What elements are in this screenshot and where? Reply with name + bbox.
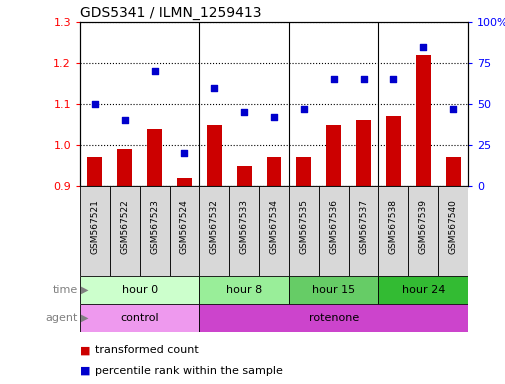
Text: GSM567522: GSM567522 [120, 200, 129, 254]
Bar [87, 157, 102, 186]
Bar [378, 276, 467, 304]
Text: rotenone: rotenone [308, 313, 358, 323]
Point [210, 84, 218, 91]
Point [329, 76, 337, 83]
Text: GSM567524: GSM567524 [180, 200, 188, 254]
Bar [288, 276, 378, 304]
Point [388, 76, 396, 83]
Bar [266, 157, 281, 186]
Bar [415, 55, 430, 186]
Bar [80, 276, 199, 304]
Text: GSM567534: GSM567534 [269, 200, 278, 254]
Bar [117, 149, 132, 186]
Bar [80, 186, 110, 276]
Bar [378, 186, 408, 276]
Bar [147, 129, 162, 186]
Text: GSM567540: GSM567540 [448, 200, 457, 254]
Point [121, 118, 129, 124]
Point [91, 101, 99, 107]
Bar [408, 186, 437, 276]
Bar [356, 121, 370, 186]
Bar [236, 166, 251, 186]
Point [270, 114, 278, 120]
Text: ■: ■ [80, 366, 94, 376]
Text: GSM567538: GSM567538 [388, 200, 397, 255]
Bar [207, 124, 221, 186]
Bar [348, 186, 378, 276]
Bar [177, 178, 191, 186]
Point [359, 76, 367, 83]
Point [299, 106, 307, 112]
Text: GSM567537: GSM567537 [359, 200, 367, 255]
Text: hour 8: hour 8 [226, 285, 262, 295]
Bar [199, 186, 229, 276]
Bar [326, 124, 340, 186]
Text: GSM567521: GSM567521 [90, 200, 99, 254]
Bar [199, 304, 467, 332]
Text: ▶: ▶ [81, 285, 88, 295]
Text: agent: agent [45, 313, 78, 323]
Text: ■: ■ [80, 345, 94, 355]
Text: control: control [120, 313, 159, 323]
Text: hour 15: hour 15 [312, 285, 355, 295]
Bar [169, 186, 199, 276]
Text: percentile rank within the sample: percentile rank within the sample [95, 366, 282, 376]
Text: hour 0: hour 0 [121, 285, 158, 295]
Bar [199, 276, 288, 304]
Bar [229, 186, 259, 276]
Point [180, 150, 188, 156]
Bar [139, 186, 169, 276]
Text: GSM567532: GSM567532 [210, 200, 218, 254]
Point [448, 106, 456, 112]
Bar [80, 304, 199, 332]
Text: ▶: ▶ [81, 313, 88, 323]
Text: hour 24: hour 24 [401, 285, 444, 295]
Text: GSM567539: GSM567539 [418, 200, 427, 255]
Point [240, 109, 248, 115]
Text: GSM567533: GSM567533 [239, 200, 248, 255]
Bar [296, 157, 311, 186]
Text: GSM567536: GSM567536 [329, 200, 337, 255]
Point [150, 68, 159, 74]
Bar [445, 157, 460, 186]
Text: GDS5341 / ILMN_1259413: GDS5341 / ILMN_1259413 [80, 6, 261, 20]
Bar [437, 186, 467, 276]
Bar [288, 186, 318, 276]
Bar [259, 186, 288, 276]
Bar [318, 186, 348, 276]
Text: transformed count: transformed count [95, 345, 198, 355]
Bar [385, 116, 400, 186]
Text: time: time [53, 285, 78, 295]
Point [418, 43, 426, 50]
Text: GSM567535: GSM567535 [299, 200, 308, 255]
Text: GSM567523: GSM567523 [150, 200, 159, 254]
Bar [110, 186, 139, 276]
